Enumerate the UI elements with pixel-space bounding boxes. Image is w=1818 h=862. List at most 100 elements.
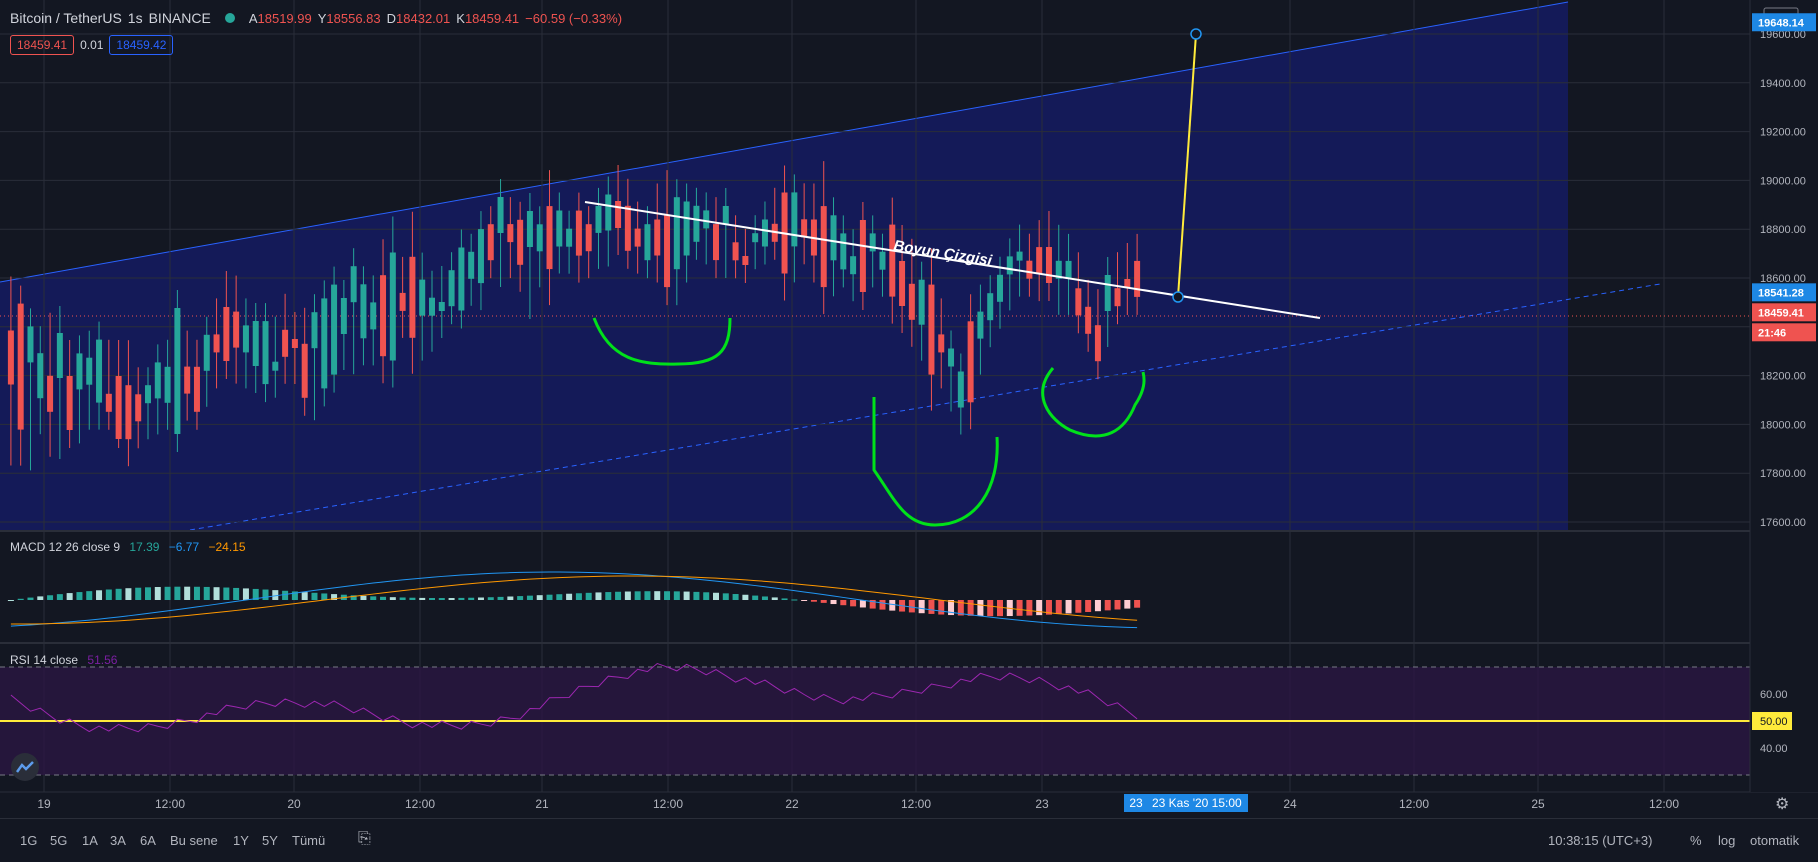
- candle-body: [96, 339, 103, 403]
- candle-body: [321, 298, 328, 389]
- symbol-legend[interactable]: Bitcoin / TetherUS 1s BINANCE A18519.99 …: [10, 10, 622, 26]
- macd-histogram-bar: [1026, 600, 1033, 616]
- timeframe-button[interactable]: 6A: [140, 833, 156, 848]
- macd-histogram-bar: [683, 591, 690, 600]
- log-toggle[interactable]: log: [1718, 833, 1736, 848]
- macd-histogram-bar: [752, 595, 759, 600]
- candle-body: [722, 206, 729, 224]
- macd-histogram-bar: [918, 600, 925, 614]
- candle-body: [252, 321, 259, 366]
- timeframe-button[interactable]: 5Y: [262, 833, 278, 848]
- candle-body: [350, 266, 357, 303]
- exchange: BINANCE: [148, 10, 211, 26]
- candle-body: [850, 256, 857, 275]
- macd-histogram-bar: [1124, 600, 1131, 609]
- macd-label: MACD 12 26 close 9: [10, 540, 121, 554]
- timeframe-button[interactable]: 1A: [82, 833, 98, 848]
- compare-range-icon[interactable]: ⎘: [358, 830, 371, 847]
- macd-histogram-bar: [556, 594, 563, 600]
- candle-body: [66, 376, 73, 430]
- candlestick-series: [7, 161, 1141, 471]
- candle-body: [145, 385, 151, 404]
- percent-toggle[interactable]: %: [1690, 833, 1702, 848]
- candle-body: [683, 201, 690, 256]
- timeframe-button[interactable]: Tümü: [292, 833, 326, 848]
- target-point-handle[interactable]: [1190, 28, 1202, 40]
- candle-body: [419, 279, 426, 316]
- channel-upper-line[interactable]: [0, 1, 1569, 283]
- timeframe-button[interactable]: 5G: [50, 833, 68, 848]
- auto-toggle[interactable]: otomatik: [1750, 833, 1800, 848]
- candle-body: [948, 348, 955, 367]
- head-curve[interactable]: [872, 397, 999, 527]
- macd-histogram-bar: [429, 598, 435, 600]
- macd-histogram-bar: [321, 593, 328, 600]
- candle-body: [360, 284, 367, 339]
- macd-legend[interactable]: MACD 12 26 close 9 17.39 −6.77 −24.15: [10, 540, 246, 554]
- macd-histogram-bar: [605, 592, 612, 600]
- right-shoulder-curve[interactable]: [1041, 367, 1146, 438]
- rsi-tick-label: 60.00: [1760, 689, 1788, 701]
- macd-signal-value: −24.15: [208, 540, 246, 554]
- candle-body: [605, 194, 612, 231]
- rsi-legend[interactable]: RSI 14 close 51.56: [10, 653, 117, 667]
- channel-lower-line[interactable]: [189, 283, 1661, 531]
- candle-body: [1006, 256, 1013, 275]
- candle-body: [331, 284, 338, 375]
- time-tick-label: 12:00: [1649, 797, 1679, 811]
- tradingview-logo-icon[interactable]: [11, 753, 39, 781]
- macd-histogram-bar: [262, 589, 269, 600]
- timeframe-button[interactable]: 1G: [20, 833, 38, 848]
- macd-histogram-bar: [948, 600, 955, 616]
- candle-body: [840, 233, 847, 270]
- spread-value: 0.01: [80, 38, 104, 52]
- macd-histogram-bar: [360, 595, 367, 600]
- candle-body: [184, 366, 191, 394]
- macd-histogram-bar: [1036, 600, 1043, 616]
- macd-histogram-bar: [47, 595, 54, 600]
- trade-panel[interactable]: 18459.41 0.01 18459.42: [10, 35, 174, 55]
- symbol-name[interactable]: Bitcoin / TetherUS: [10, 10, 122, 26]
- candle-body: [468, 251, 475, 279]
- left-shoulder-curve[interactable]: [592, 317, 732, 366]
- candle-body: [595, 205, 602, 233]
- macd-histogram-bar: [477, 597, 484, 600]
- breakout-point-handle[interactable]: [1172, 291, 1184, 303]
- macd-histogram-bar: [389, 597, 396, 600]
- candle-body: [1124, 279, 1131, 288]
- timeframe-button[interactable]: 1Y: [233, 833, 249, 848]
- time-tick-label: 24: [1283, 797, 1297, 811]
- sell-button[interactable]: 18459.41: [10, 35, 75, 55]
- candle-body: [370, 302, 377, 330]
- high-label: Y: [317, 10, 327, 26]
- settings-gear-icon[interactable]: ⚙: [1775, 796, 1790, 813]
- clock[interactable]: 10:38:15 (UTC+3): [1548, 833, 1653, 848]
- time-tick-label: 21: [535, 797, 549, 811]
- change-value: −60.59 (−0.33%): [525, 10, 623, 26]
- macd-histogram-bar: [1065, 600, 1072, 614]
- buy-button[interactable]: 18459.42: [109, 35, 174, 55]
- macd-histogram-bar: [850, 600, 857, 607]
- macd-histogram-bar: [96, 590, 103, 600]
- neckline[interactable]: [584, 201, 1321, 319]
- macd-histogram-bar: [115, 588, 122, 600]
- price-tick-label: 18800.00: [1760, 224, 1806, 236]
- low-label: D: [386, 10, 397, 26]
- macd-histogram-bar: [233, 587, 240, 600]
- candle-body: [86, 357, 93, 385]
- interval[interactable]: 1s: [127, 10, 143, 26]
- candle-body: [193, 366, 200, 412]
- timeframe-button[interactable]: Bu sene: [170, 833, 218, 848]
- price-axis-ticks: 19600.00 19400.00 19200.00 19000.00 18800.00…: [1752, 7, 1816, 529]
- time-tick-label: 19: [37, 797, 51, 811]
- rsi-line: [10, 662, 1138, 733]
- macd-signal-line: [10, 575, 1138, 625]
- timeframe-button[interactable]: 3A: [110, 833, 126, 848]
- macd-histogram-bar: [1016, 600, 1023, 616]
- price-axis[interactable]: [1750, 0, 1818, 792]
- time-tick-label: 12:00: [405, 797, 435, 811]
- target-projection-line[interactable]: [1177, 33, 1197, 298]
- price-tick-label: 18200.00: [1760, 371, 1806, 383]
- candle-body: [644, 224, 651, 261]
